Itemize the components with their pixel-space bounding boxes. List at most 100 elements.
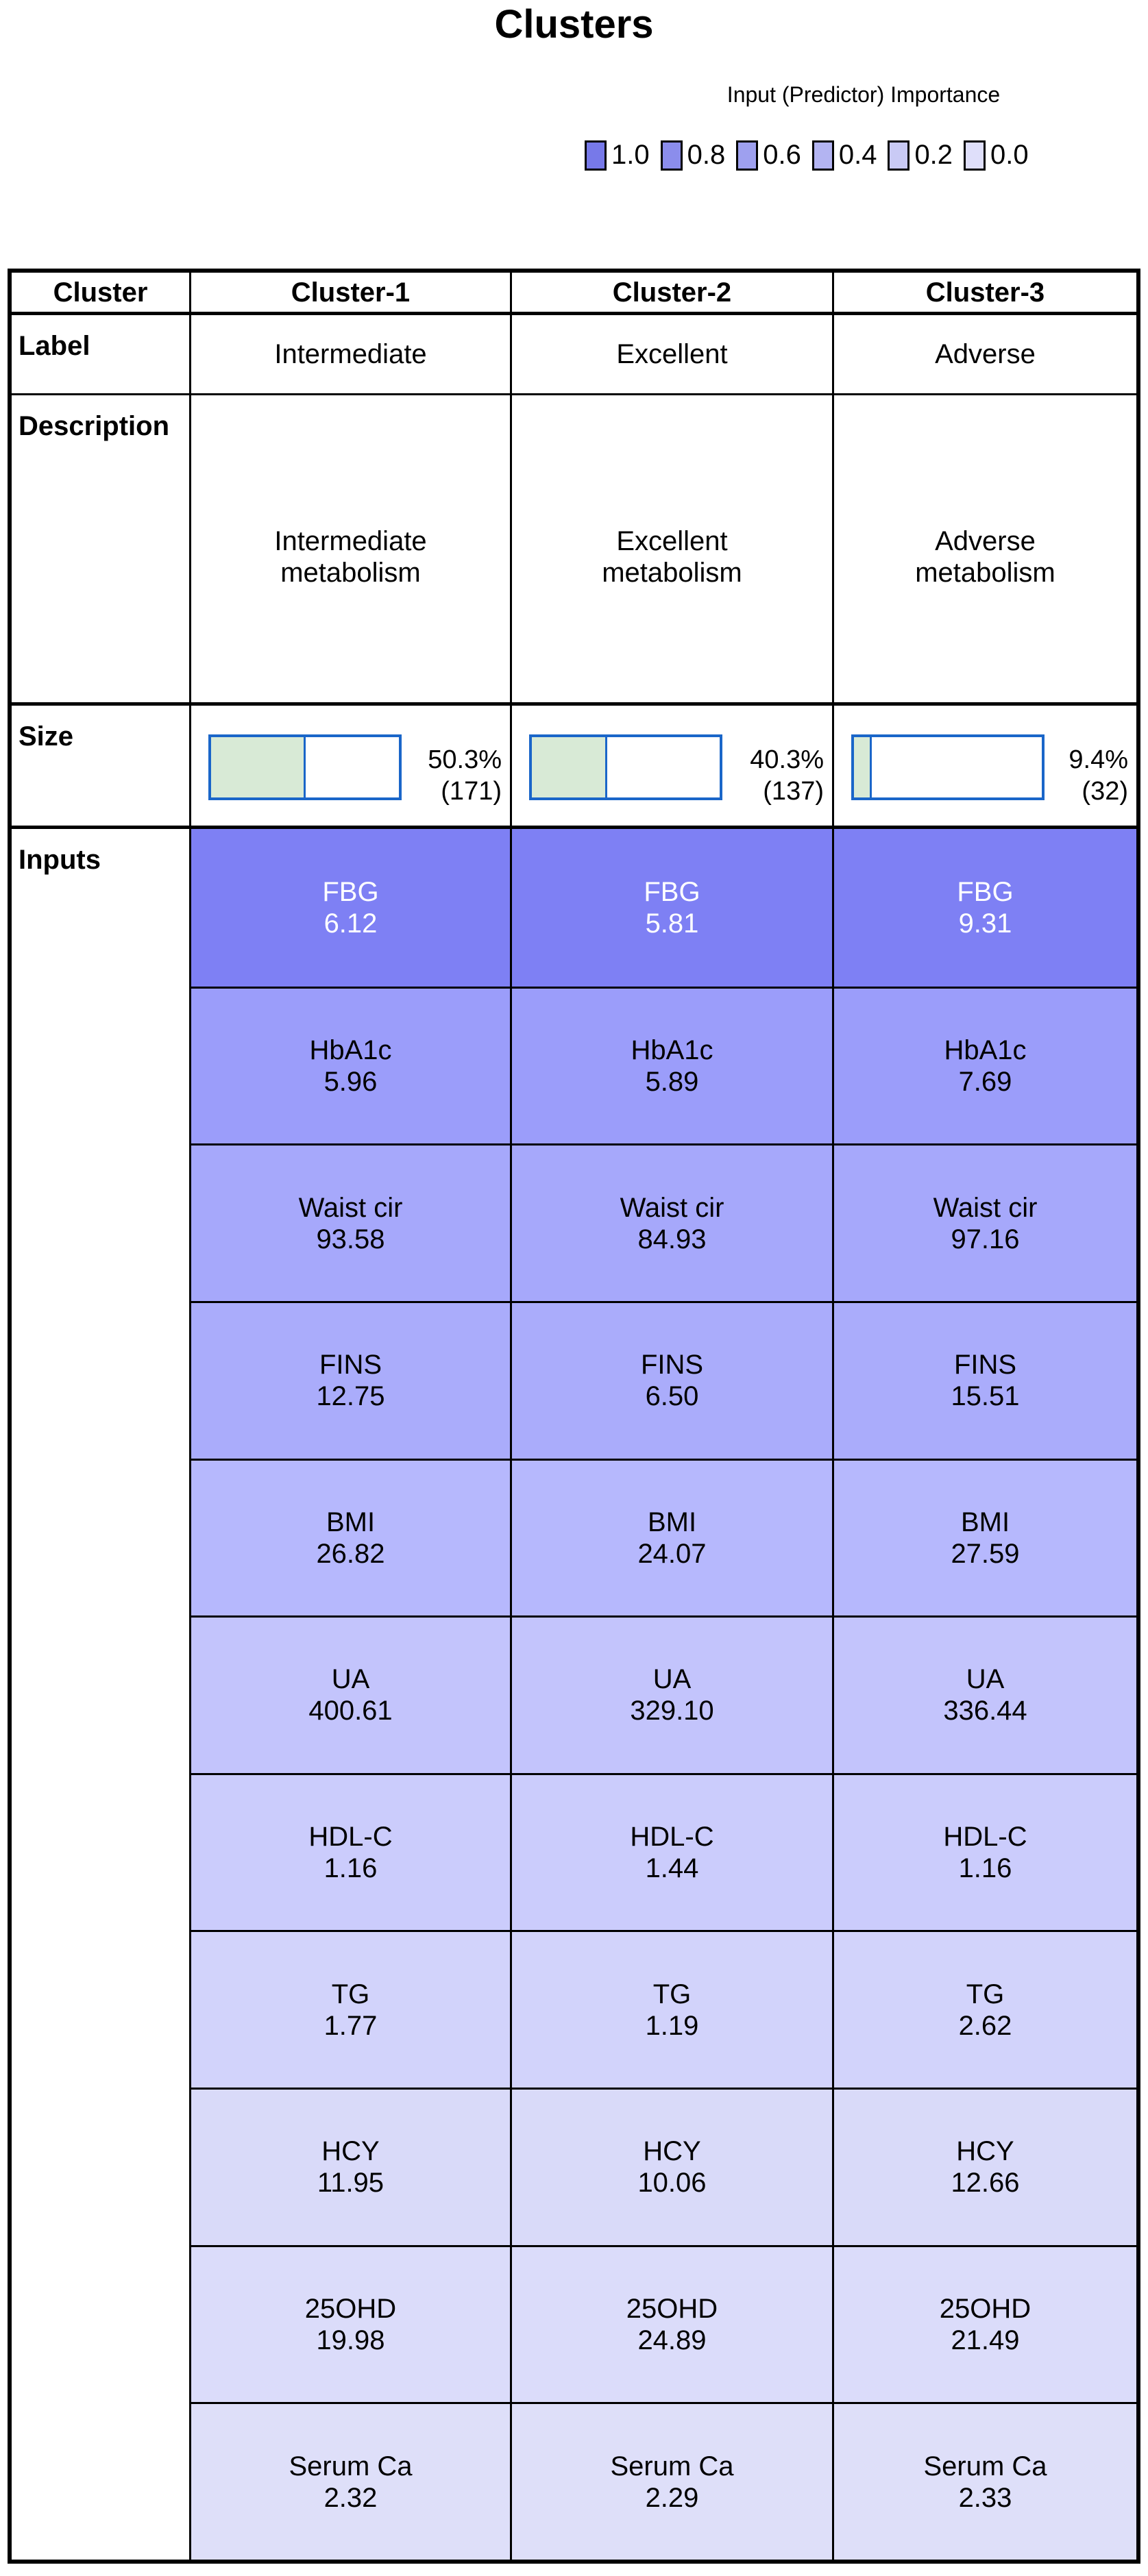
- page-title: Clusters: [494, 2, 654, 47]
- input-feature-label: HDL-C: [308, 1822, 393, 1853]
- input-feature-label: Serum Ca: [289, 2451, 413, 2481]
- input-feature-value: 5.89: [645, 1066, 699, 1097]
- legend-label: 0.4: [838, 140, 877, 170]
- input-feature-value: 9.31: [958, 908, 1012, 939]
- input-cell: BMI 27.59: [834, 1458, 1136, 1616]
- input-cell: FBG 9.31: [834, 829, 1136, 987]
- input-feature-label: FINS: [640, 1350, 704, 1380]
- clusters-table: Cluster Cluster-1 Cluster-2 Cluster-3 Label I…: [8, 269, 1140, 2564]
- column-header: Cluster-2: [512, 273, 834, 315]
- row-label-size: Size: [12, 706, 191, 829]
- input-feature-value: 6.12: [323, 908, 378, 939]
- input-feature-value: 12.75: [316, 1381, 385, 1412]
- input-feature-label: HCY: [321, 2136, 380, 2167]
- cluster-label-cell: Intermediate: [191, 315, 512, 395]
- size-bar: [529, 734, 722, 800]
- input-feature-value: 2.29: [645, 2482, 699, 2513]
- size-value: 9.4% (32): [1068, 744, 1128, 807]
- input-feature-label: UA: [331, 1664, 370, 1695]
- input-feature-value: 400.61: [308, 1696, 393, 1726]
- input-cell: HCY 12.66: [834, 2088, 1136, 2245]
- input-feature-label: HDL-C: [630, 1822, 714, 1853]
- size-bar: [851, 734, 1045, 800]
- input-feature-value: 1.77: [323, 2010, 378, 2041]
- input-cell: FINS 6.50: [512, 1300, 834, 1459]
- legend-swatch: [888, 140, 910, 171]
- input-feature-label: FINS: [953, 1350, 1017, 1380]
- input-feature-label: FBG: [322, 876, 379, 907]
- input-feature-value: 1.16: [958, 1853, 1012, 1884]
- input-cell: TG 2.62: [834, 1930, 1136, 2088]
- input-feature-value: 10.06: [637, 2168, 707, 2199]
- size-bar: [208, 734, 402, 800]
- legend-item: 0.6: [736, 140, 801, 171]
- input-feature-value: 2.33: [958, 2482, 1012, 2513]
- input-feature-value: 84.93: [637, 1224, 707, 1254]
- input-cell: HDL-C 1.16: [191, 1772, 512, 1931]
- input-feature-label: Waist cir: [933, 1192, 1038, 1223]
- input-feature-value: 27.59: [951, 1538, 1020, 1569]
- input-feature-label: Serum Ca: [610, 2451, 734, 2481]
- legend-swatch: [585, 140, 607, 171]
- legend-label: 0.8: [687, 140, 726, 170]
- input-feature-value: 15.51: [951, 1381, 1020, 1412]
- size-count: (32): [1082, 777, 1128, 806]
- input-feature-label: 25OHD: [939, 2294, 1031, 2325]
- input-feature-label: HbA1c: [631, 1035, 713, 1065]
- input-feature-label: TG: [331, 1979, 370, 2009]
- size-percent: 9.4%: [1068, 745, 1128, 774]
- input-cell: UA 336.44: [834, 1615, 1136, 1773]
- input-cell: 25OHD 21.49: [834, 2244, 1136, 2403]
- input-feature-label: HbA1c: [944, 1035, 1027, 1065]
- row-label-description: Description: [12, 395, 191, 706]
- input-feature-label: TG: [652, 1979, 692, 2009]
- row-label-inputs: Inputs: [12, 829, 191, 2560]
- size-value: 40.3% (137): [750, 744, 824, 807]
- description-cell: Excellent metabolism: [512, 395, 834, 706]
- input-cell: FINS 15.51: [834, 1300, 1136, 1459]
- input-cell: UA 400.61: [191, 1615, 512, 1773]
- size-cell: 40.3% (137): [512, 706, 834, 829]
- legend-item: 0.8: [660, 140, 726, 171]
- input-feature-value: 5.81: [645, 908, 699, 939]
- input-cell: HDL-C 1.16: [834, 1772, 1136, 1931]
- input-feature-value: 2.32: [323, 2482, 378, 2513]
- input-cell: Serum Ca 2.33: [834, 2402, 1136, 2560]
- input-feature-label: UA: [652, 1664, 692, 1695]
- cluster-label-cell: Adverse: [834, 315, 1136, 395]
- size-bar-fill: [854, 737, 872, 797]
- input-feature-label: FINS: [319, 1350, 382, 1380]
- importance-legend: 1.0 0.8 0.6 0.4 0.2 0.0: [585, 140, 1040, 171]
- cluster-label-cell: Excellent: [512, 315, 834, 395]
- input-cell: Serum Ca 2.32: [191, 2402, 512, 2560]
- column-header: Cluster-3: [834, 273, 1136, 315]
- size-cell: 50.3% (171): [191, 706, 512, 829]
- input-feature-label: UA: [966, 1664, 1005, 1695]
- input-feature-value: 93.58: [316, 1224, 385, 1254]
- description-cell: Intermediate metabolism: [191, 395, 512, 706]
- legend-item: 0.0: [964, 140, 1029, 171]
- legend-label: 1.0: [611, 140, 650, 170]
- size-percent: 40.3%: [750, 745, 824, 774]
- input-feature-value: 12.66: [951, 2168, 1020, 2199]
- input-feature-label: Waist cir: [298, 1192, 403, 1223]
- input-cell: HCY 11.95: [191, 2088, 512, 2245]
- input-feature-label: 25OHD: [304, 2294, 397, 2325]
- input-cell: 25OHD 19.98: [191, 2244, 512, 2403]
- input-cell: Serum Ca 2.29: [512, 2402, 834, 2560]
- description-cell: Adverse metabolism: [834, 395, 1136, 706]
- corner-header-cluster: Cluster: [12, 273, 191, 315]
- size-percent: 50.3%: [428, 745, 502, 774]
- input-feature-value: 21.49: [951, 2325, 1020, 2356]
- legend-swatch: [811, 140, 834, 171]
- input-cell: HDL-C 1.44: [512, 1772, 834, 1931]
- input-cell: Waist cir 93.58: [191, 1143, 512, 1301]
- input-feature-value: 336.44: [943, 1696, 1027, 1726]
- row-label-label: Label: [12, 315, 191, 395]
- input-feature-value: 1.16: [323, 1853, 378, 1884]
- input-feature-value: 11.95: [317, 2168, 384, 2199]
- input-cell: FINS 12.75: [191, 1300, 512, 1459]
- input-cell: BMI 26.82: [191, 1458, 512, 1616]
- input-cell: HbA1c 7.69: [834, 986, 1136, 1144]
- legend-label: 0.0: [990, 140, 1029, 170]
